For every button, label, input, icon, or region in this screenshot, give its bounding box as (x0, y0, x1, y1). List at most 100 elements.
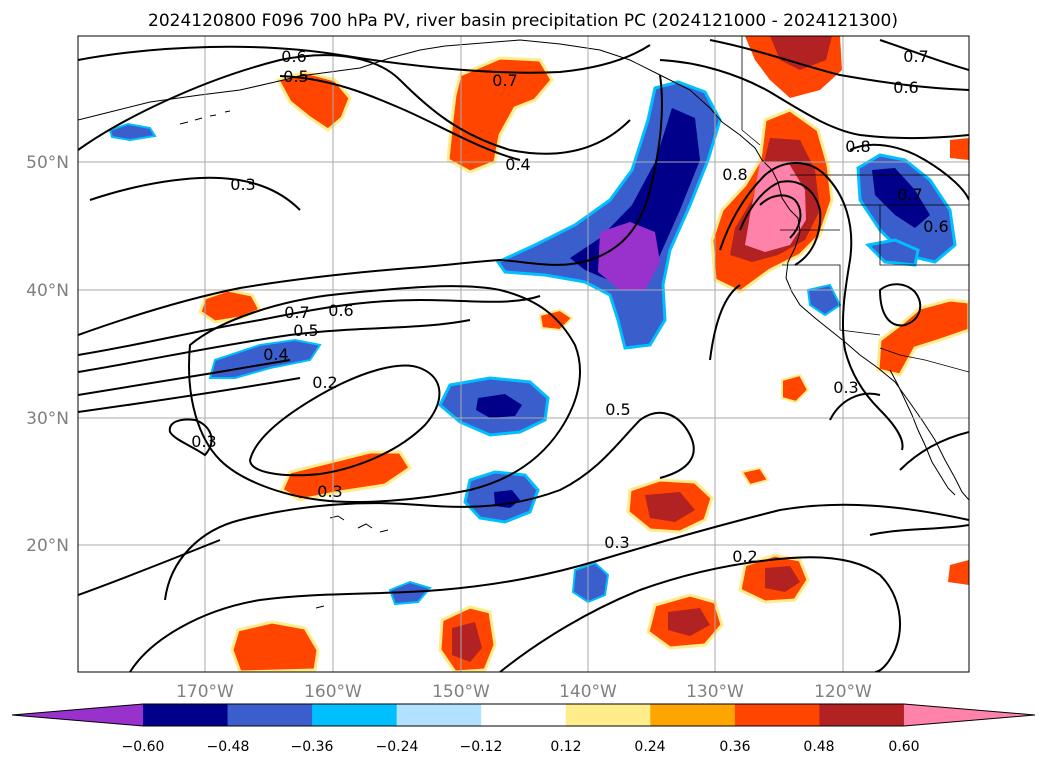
coastline-bc-pnw (721, 121, 969, 501)
coastline-baja (889, 369, 956, 496)
contour-line (499, 556, 901, 672)
lon-tick-label: 160°W (304, 682, 362, 702)
contour-label: 0.7 (903, 47, 928, 66)
colorbar-cell (903, 704, 1035, 726)
contour-label: 0.7 (897, 185, 922, 204)
contour-label: 0.7 (492, 71, 517, 90)
contour-label: 0.5 (293, 321, 318, 340)
contour-label: 0.3 (604, 533, 629, 552)
colorbar-tick-label: −0.12 (460, 739, 503, 755)
contour-line (78, 319, 471, 373)
shade-positive (765, 566, 800, 592)
contour-line (759, 194, 802, 239)
contour-label: 0.7 (284, 303, 309, 322)
shade-negative (864, 238, 920, 267)
colorbar-ticks: −0.60 −0.48 −0.36 −0.24 −0.12 0.12 0.24 … (122, 739, 920, 755)
contour-line (78, 54, 631, 155)
colorbar-cell (819, 704, 905, 726)
map-title: 2024120800 F096 700 hPa PV, river basin … (148, 11, 898, 31)
colorbar-outline (11, 703, 1036, 727)
shade-positive (230, 620, 320, 672)
contour-label: 0.2 (732, 547, 757, 566)
colorbar-tick-label: −0.60 (122, 739, 165, 755)
island-hawaii (315, 515, 389, 609)
lat-tick-label: 40°N (26, 281, 69, 301)
contour-line (659, 59, 969, 140)
colorbar-tick-label: −0.24 (376, 739, 419, 755)
contour-label: 0.5 (605, 400, 630, 419)
coastline-alaska (78, 39, 723, 123)
shade-negative (806, 283, 842, 317)
contour-line (709, 39, 969, 91)
contour-line (829, 392, 881, 421)
colorbar-tick-label: 0.60 (888, 739, 919, 755)
lat-axis: 50°N 40°N 30°N 20°N (26, 153, 69, 556)
contour-line (78, 74, 663, 336)
contour-label: 0.6 (893, 78, 918, 97)
contour-line (849, 143, 969, 201)
contour-line (899, 431, 969, 471)
map-panel: 0.6 0.5 0.7 0.4 0.3 0.7 0.6 0.5 0.4 0.2 … (77, 35, 970, 673)
precip-shading (108, 36, 969, 672)
shade-negative (598, 222, 660, 290)
lat-tick-label: 30°N (26, 409, 69, 429)
colorbar-tick-label: −0.36 (291, 739, 334, 755)
lon-tick-label: 130°W (686, 682, 744, 702)
contour-line (168, 418, 213, 457)
border-alaska (741, 36, 761, 146)
contour-line (78, 359, 291, 396)
shade-negative (388, 580, 432, 606)
shade-positive (770, 36, 832, 70)
lat-tick-label: 20°N (26, 536, 69, 556)
colorbar-cell (565, 704, 651, 726)
shade-positive (645, 492, 695, 522)
contour-line (78, 377, 301, 413)
contour-line (78, 539, 221, 596)
contour-line (248, 364, 441, 477)
contour-line (739, 180, 822, 266)
colorbar-tick-label: 0.12 (550, 739, 581, 755)
contour-label: 0.3 (317, 482, 342, 501)
colorbar-tick-label: 0.36 (719, 739, 750, 755)
contour-label: 0.3 (191, 432, 216, 451)
pv-contours (78, 39, 969, 672)
shade-negative (571, 561, 610, 604)
colorbar-cell (312, 704, 398, 726)
contour-label: 0.4 (505, 155, 530, 174)
contour-line (129, 503, 969, 672)
shade-positive (876, 298, 969, 377)
shade-positive (668, 608, 710, 636)
colorbar: −0.60 −0.48 −0.36 −0.24 −0.12 0.12 0.24 … (11, 703, 1036, 755)
shade-positive (452, 622, 482, 662)
colorbar-cells (12, 704, 1035, 726)
colorbar-cell (650, 704, 736, 726)
contour-line (279, 75, 521, 161)
lon-axis: 170°W 160°W 150°W 140°W 130°W 120°W (176, 682, 872, 702)
colorbar-cell (227, 704, 313, 726)
contour-line (878, 283, 922, 327)
colorbar-cell (734, 704, 820, 726)
colorbar-cell (481, 704, 567, 726)
colorbar-tick-label: 0.48 (803, 739, 834, 755)
contour-label: 0.3 (230, 175, 255, 194)
contour-label: 0.3 (833, 378, 858, 397)
shade-positive (950, 138, 969, 160)
shade-positive (781, 373, 810, 404)
shade-negative (872, 168, 930, 228)
contour-label: 0.8 (722, 165, 747, 184)
shade-negative (108, 122, 157, 142)
contour-line (869, 524, 969, 536)
contour-line (78, 295, 541, 356)
colorbar-cell (12, 704, 143, 726)
border-state (780, 204, 969, 336)
shade-positive (948, 560, 969, 585)
contour-line (879, 39, 969, 71)
shade-negative (476, 394, 522, 418)
contour-line (719, 162, 904, 451)
contour-label: 0.4 (263, 345, 288, 364)
contour-label: 0.2 (312, 373, 337, 392)
contour-label: 0.6 (328, 301, 353, 320)
contour-label: 0.5 (283, 67, 308, 86)
shade-positive (740, 466, 770, 487)
contour-line (89, 176, 301, 211)
